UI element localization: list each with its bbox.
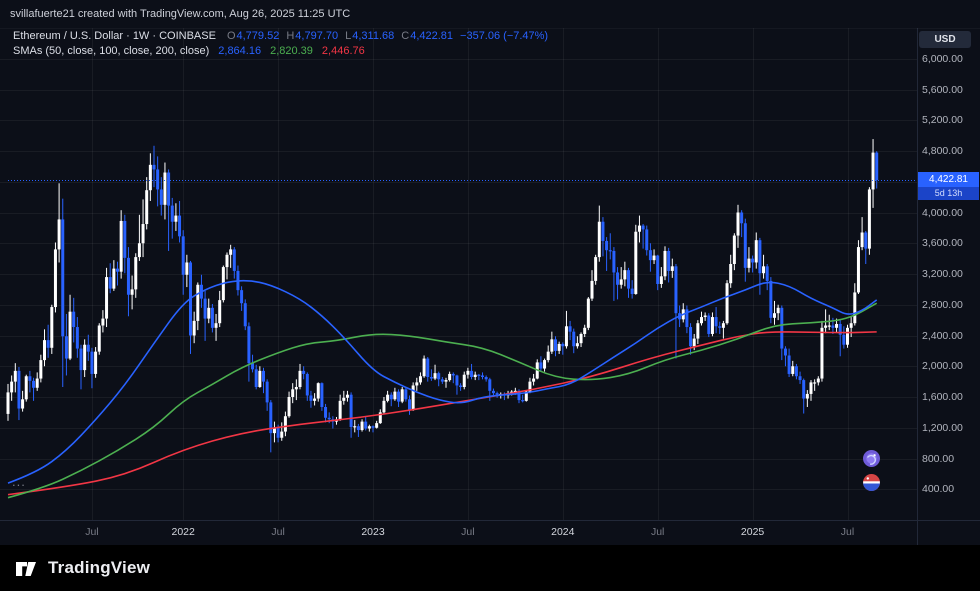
last-price-value: 4,422.81 xyxy=(918,172,979,188)
bar-countdown: 5d 13h xyxy=(918,187,979,201)
ohlc-high-label: H xyxy=(286,30,295,42)
tradingview-logo-link[interactable]: TradingView xyxy=(13,555,150,581)
attribution-bar: svillafuerte21 created with TradingView.… xyxy=(0,0,980,28)
brand-text: TradingView xyxy=(48,558,151,577)
time-axis-label: Jul xyxy=(461,526,475,538)
sma50-value: 2,864.16 xyxy=(218,45,262,57)
ohlc-high-value: 4,797.70 xyxy=(295,30,339,42)
time-axis[interactable]: Jul 2022 Jul 2023 Jul 2024 Jul 2025 Jul xyxy=(0,520,980,545)
symbol-title[interactable]: Ethereum / U.S. Dollar · 1W · COINBASE xyxy=(13,30,216,42)
time-axis-label: 2023 xyxy=(361,526,385,538)
last-price-badge: 4,422.81 5d 13h xyxy=(918,172,979,201)
chart-canvas[interactable] xyxy=(0,0,980,545)
ohlc-close-label: C xyxy=(401,30,410,42)
footer-bar: TradingView xyxy=(0,545,980,591)
time-axis-label: Jul xyxy=(840,526,855,538)
time-axis-label: 2025 xyxy=(740,526,765,538)
ohlc-low-value: 4,311.68 xyxy=(352,30,395,42)
time-axis-label: Jul xyxy=(271,526,285,538)
pane-more-button[interactable]: ... xyxy=(12,474,26,489)
emoji-sticker-icon[interactable] xyxy=(862,449,881,468)
ohlc-open-value: 4,779.52 xyxy=(236,30,280,42)
currency-toggle-button[interactable]: USD xyxy=(919,31,971,48)
symbol-legend[interactable]: Ethereum / U.S. Dollar · 1W · COINBASE O… xyxy=(13,30,548,42)
time-axis-label: 2022 xyxy=(171,526,195,538)
sma100-value: 2,820.39 xyxy=(270,45,313,57)
attribution-text: svillafuerte21 created with TradingView.… xyxy=(10,8,351,20)
ohlc-close-value: 4,422.81 xyxy=(410,30,454,42)
change-value: −357.06 (−7.47%) xyxy=(460,30,549,42)
time-axis-label: 2024 xyxy=(551,526,575,538)
time-axis-label: Jul xyxy=(650,526,665,538)
ohlc-open-label: O xyxy=(226,30,236,42)
sma-legend[interactable]: SMAs (50, close, 100, close, 200, close)… xyxy=(13,45,365,57)
ohlc-low-label: L xyxy=(345,30,352,42)
sma200-value: 2,446.76 xyxy=(321,45,365,57)
time-axis-label: Jul xyxy=(85,526,99,538)
sma-indicator-label[interactable]: SMAs (50, close, 100, close, 200, close) xyxy=(13,45,210,57)
tradingview-logo-icon xyxy=(16,562,36,576)
flag-sticker-icon[interactable] xyxy=(862,473,881,492)
